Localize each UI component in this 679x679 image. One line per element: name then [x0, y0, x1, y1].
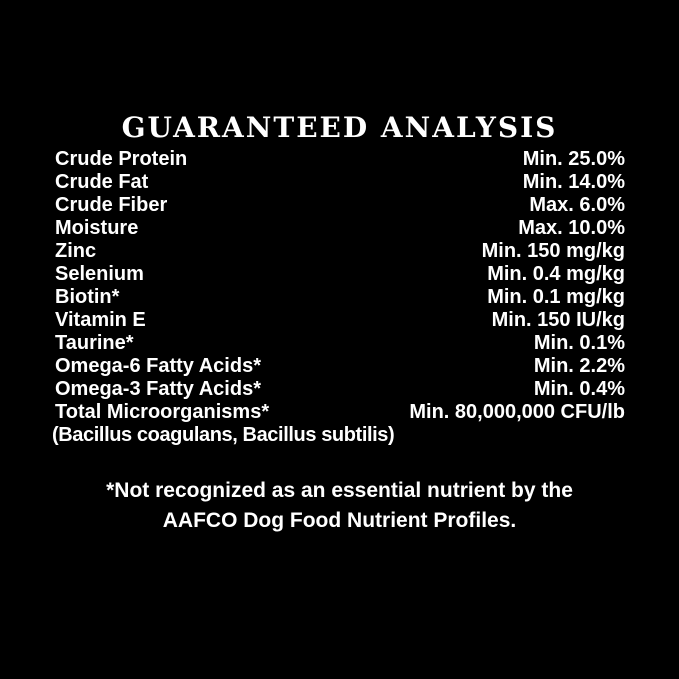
- nutrient-label: Selenium: [55, 263, 144, 285]
- nutrient-value: Min. 25.0%: [522, 148, 625, 170]
- nutrient-value: Min. 0.1%: [533, 332, 625, 354]
- nutrient-label: Omega-3 Fatty Acids*: [55, 378, 261, 400]
- nutrient-label: Crude Fiber: [55, 194, 168, 216]
- footnote-line-2: AAFCO Dog Food Nutrient Profiles.: [162, 509, 517, 532]
- nutrient-label: Omega-6 Fatty Acids*: [55, 355, 261, 377]
- nutrient-value: Max. 6.0%: [529, 194, 625, 216]
- nutrient-table: Crude Protein Min. 25.0% Crude Fat Min. …: [52, 148, 625, 447]
- table-row: Biotin* Min. 0.1 mg/kg: [55, 286, 625, 309]
- nutrient-value: Min. 2.2%: [533, 355, 625, 377]
- table-row: Omega-3 Fatty Acids* Min. 0.4%: [55, 378, 625, 401]
- table-row: Omega-6 Fatty Acids* Min. 2.2%: [55, 355, 625, 378]
- table-row: Moisture Max. 10.0%: [55, 217, 625, 240]
- nutrient-value: Max. 10.0%: [518, 217, 625, 239]
- nutrient-label: Biotin*: [55, 286, 120, 308]
- table-row: Crude Fat Min. 14.0%: [55, 171, 625, 194]
- nutrient-label: Zinc: [55, 240, 97, 262]
- table-row: Selenium Min. 0.4 mg/kg: [55, 263, 625, 286]
- nutrient-label: Total Microorganisms*: [55, 401, 270, 423]
- nutrient-value: Min. 14.0%: [522, 171, 625, 193]
- nutrient-label: Crude Protein: [55, 148, 188, 170]
- table-row: Total Microorganisms* Min. 80,000,000 CF…: [55, 401, 625, 424]
- table-row: Crude Protein Min. 25.0%: [55, 148, 625, 171]
- table-row: Crude Fiber Max. 6.0%: [55, 194, 625, 217]
- table-row: Zinc Min. 150 mg/kg: [55, 240, 625, 263]
- bacillus-strain-note: (Bacillus coagulans, Bacillus subtilis): [52, 424, 395, 446]
- aafco-footnote: *Not recognized as an essential nutrient…: [0, 476, 679, 536]
- page-title: GUARANTEED ANALYSIS: [121, 111, 558, 144]
- nutrient-value: Min. 150 IU/kg: [491, 309, 625, 331]
- nutrient-label: Vitamin E: [55, 309, 146, 331]
- nutrient-value: Min. 80,000,000 CFU/lb: [409, 401, 625, 423]
- nutrient-value: Min. 0.1 mg/kg: [487, 286, 625, 308]
- nutrient-value: Min. 0.4%: [533, 378, 625, 400]
- nutrient-label: Moisture: [55, 217, 139, 239]
- footnote-line-1: *Not recognized as an essential nutrient…: [106, 479, 573, 502]
- nutrient-label: Taurine*: [55, 332, 134, 354]
- nutrient-value: Min. 0.4 mg/kg: [487, 263, 625, 285]
- table-row: Vitamin E Min. 150 IU/kg: [55, 309, 625, 332]
- nutrient-label: Crude Fat: [55, 171, 149, 193]
- nutrient-value: Min. 150 mg/kg: [481, 240, 625, 262]
- table-row: Taurine* Min. 0.1%: [55, 332, 625, 355]
